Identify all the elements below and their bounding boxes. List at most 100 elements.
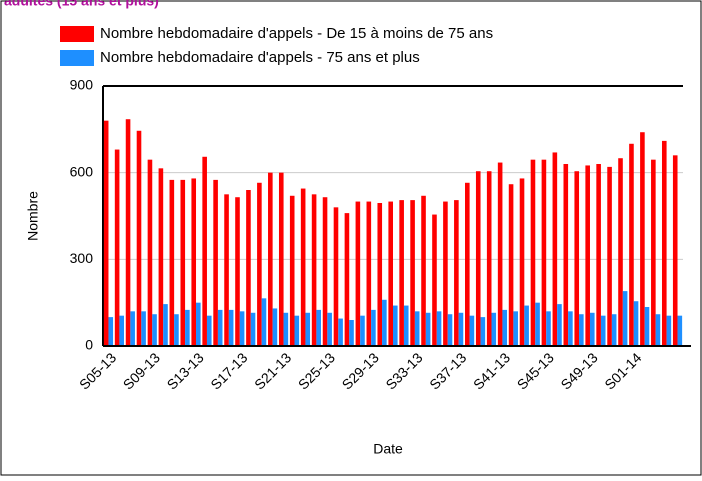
bar xyxy=(163,304,168,346)
bar xyxy=(158,168,164,346)
bar xyxy=(541,159,547,346)
bar xyxy=(458,312,464,346)
bar xyxy=(366,201,372,346)
bar xyxy=(239,311,245,346)
legend-label: Nombre hebdomadaire d'appels - 75 ans et… xyxy=(100,49,420,66)
bar xyxy=(268,172,273,346)
bar xyxy=(206,315,212,346)
bar xyxy=(486,171,492,346)
bar xyxy=(600,315,606,346)
bar xyxy=(465,182,470,346)
bar xyxy=(180,179,186,346)
x-tick-label: S29-13 xyxy=(339,349,382,392)
bar xyxy=(278,172,284,346)
x-tick-label: S49-13 xyxy=(557,349,600,392)
x-tick-label: S37-13 xyxy=(426,349,469,392)
bar xyxy=(246,190,251,346)
bar xyxy=(469,315,475,346)
bar xyxy=(125,119,131,346)
bar xyxy=(202,156,207,346)
bar xyxy=(283,312,289,346)
bar xyxy=(672,155,678,346)
bar xyxy=(136,130,142,346)
bar xyxy=(563,164,569,346)
bar xyxy=(447,314,453,346)
bar xyxy=(294,315,300,346)
y-axis-label: Nombre xyxy=(25,191,41,241)
legend-label: Nombre hebdomadaire d'appels - De 15 à m… xyxy=(100,25,493,42)
bar xyxy=(257,182,262,346)
bar xyxy=(399,200,404,346)
bar xyxy=(666,315,672,346)
bar xyxy=(119,315,125,346)
bar xyxy=(633,301,639,346)
bar xyxy=(393,305,398,346)
bar xyxy=(174,314,179,346)
bar xyxy=(300,188,306,346)
bar xyxy=(585,165,590,346)
bar xyxy=(607,166,612,346)
bar xyxy=(622,291,628,346)
bar xyxy=(557,304,562,346)
bar xyxy=(618,158,623,346)
x-tick-label: S05-13 xyxy=(76,349,119,392)
bar xyxy=(338,318,343,346)
bar xyxy=(355,201,361,346)
bar xyxy=(421,195,426,346)
bar xyxy=(530,159,536,346)
chart-title: adultes (15 ans et plus) xyxy=(4,0,159,9)
bar xyxy=(108,317,114,346)
bar xyxy=(432,214,437,346)
bar xyxy=(436,311,442,346)
y-tick-label: 300 xyxy=(70,250,94,266)
bar xyxy=(552,152,558,346)
bar xyxy=(141,311,146,346)
bar xyxy=(410,200,415,346)
bar xyxy=(388,201,393,346)
bar xyxy=(169,179,175,346)
x-tick-label: S33-13 xyxy=(382,349,425,392)
bar xyxy=(502,309,508,346)
bar xyxy=(147,159,153,346)
bar xyxy=(480,317,486,346)
bar xyxy=(651,159,656,346)
bar xyxy=(524,305,529,346)
bar xyxy=(403,305,409,346)
x-tick-label: S01-14 xyxy=(601,349,644,392)
bar xyxy=(640,132,645,346)
bar xyxy=(103,120,109,347)
x-tick-label: S21-13 xyxy=(251,349,294,392)
bar xyxy=(349,320,354,346)
bar xyxy=(224,194,229,346)
bar xyxy=(629,143,634,346)
bar xyxy=(228,309,234,346)
bar xyxy=(443,201,448,346)
bar xyxy=(661,140,667,346)
bar xyxy=(596,164,601,346)
bar xyxy=(305,312,311,346)
bar xyxy=(130,311,135,346)
bar xyxy=(344,213,350,346)
bar xyxy=(382,299,387,346)
bar xyxy=(611,314,617,346)
x-tick-label: S17-13 xyxy=(207,349,250,392)
y-tick-label: 600 xyxy=(70,163,94,179)
bar xyxy=(491,312,497,346)
bar xyxy=(196,302,201,346)
x-tick-label: S09-13 xyxy=(120,349,163,392)
bar xyxy=(289,195,295,346)
bar xyxy=(213,179,218,346)
bar xyxy=(497,162,503,346)
bar xyxy=(250,312,256,346)
bar xyxy=(475,171,481,346)
bar xyxy=(535,302,540,346)
bar xyxy=(152,314,157,346)
bar xyxy=(114,149,120,346)
bar xyxy=(377,203,383,346)
legend-swatch xyxy=(60,26,94,42)
bar xyxy=(333,207,339,346)
x-tick-label: S41-13 xyxy=(470,349,513,392)
bar xyxy=(425,312,431,346)
